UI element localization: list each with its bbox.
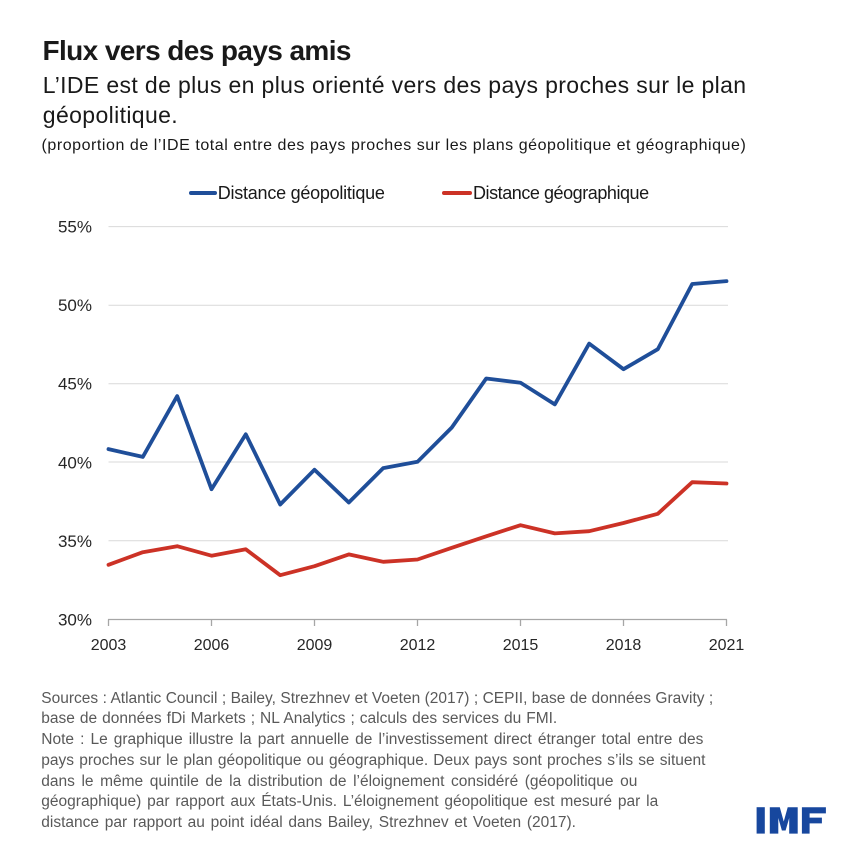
svg-text:2015: 2015 bbox=[503, 637, 539, 654]
svg-text:2006: 2006 bbox=[194, 637, 230, 654]
svg-text:2018: 2018 bbox=[606, 637, 642, 654]
svg-text:2009: 2009 bbox=[297, 637, 333, 654]
svg-text:35%: 35% bbox=[58, 532, 92, 551]
svg-text:2012: 2012 bbox=[400, 637, 436, 654]
svg-text:40%: 40% bbox=[58, 453, 92, 472]
svg-text:45%: 45% bbox=[58, 375, 92, 394]
svg-text:50%: 50% bbox=[58, 296, 92, 315]
svg-text:2021: 2021 bbox=[709, 637, 745, 654]
svg-text:2003: 2003 bbox=[91, 637, 127, 654]
svg-text:55%: 55% bbox=[58, 218, 92, 237]
svg-text:30%: 30% bbox=[58, 611, 92, 630]
